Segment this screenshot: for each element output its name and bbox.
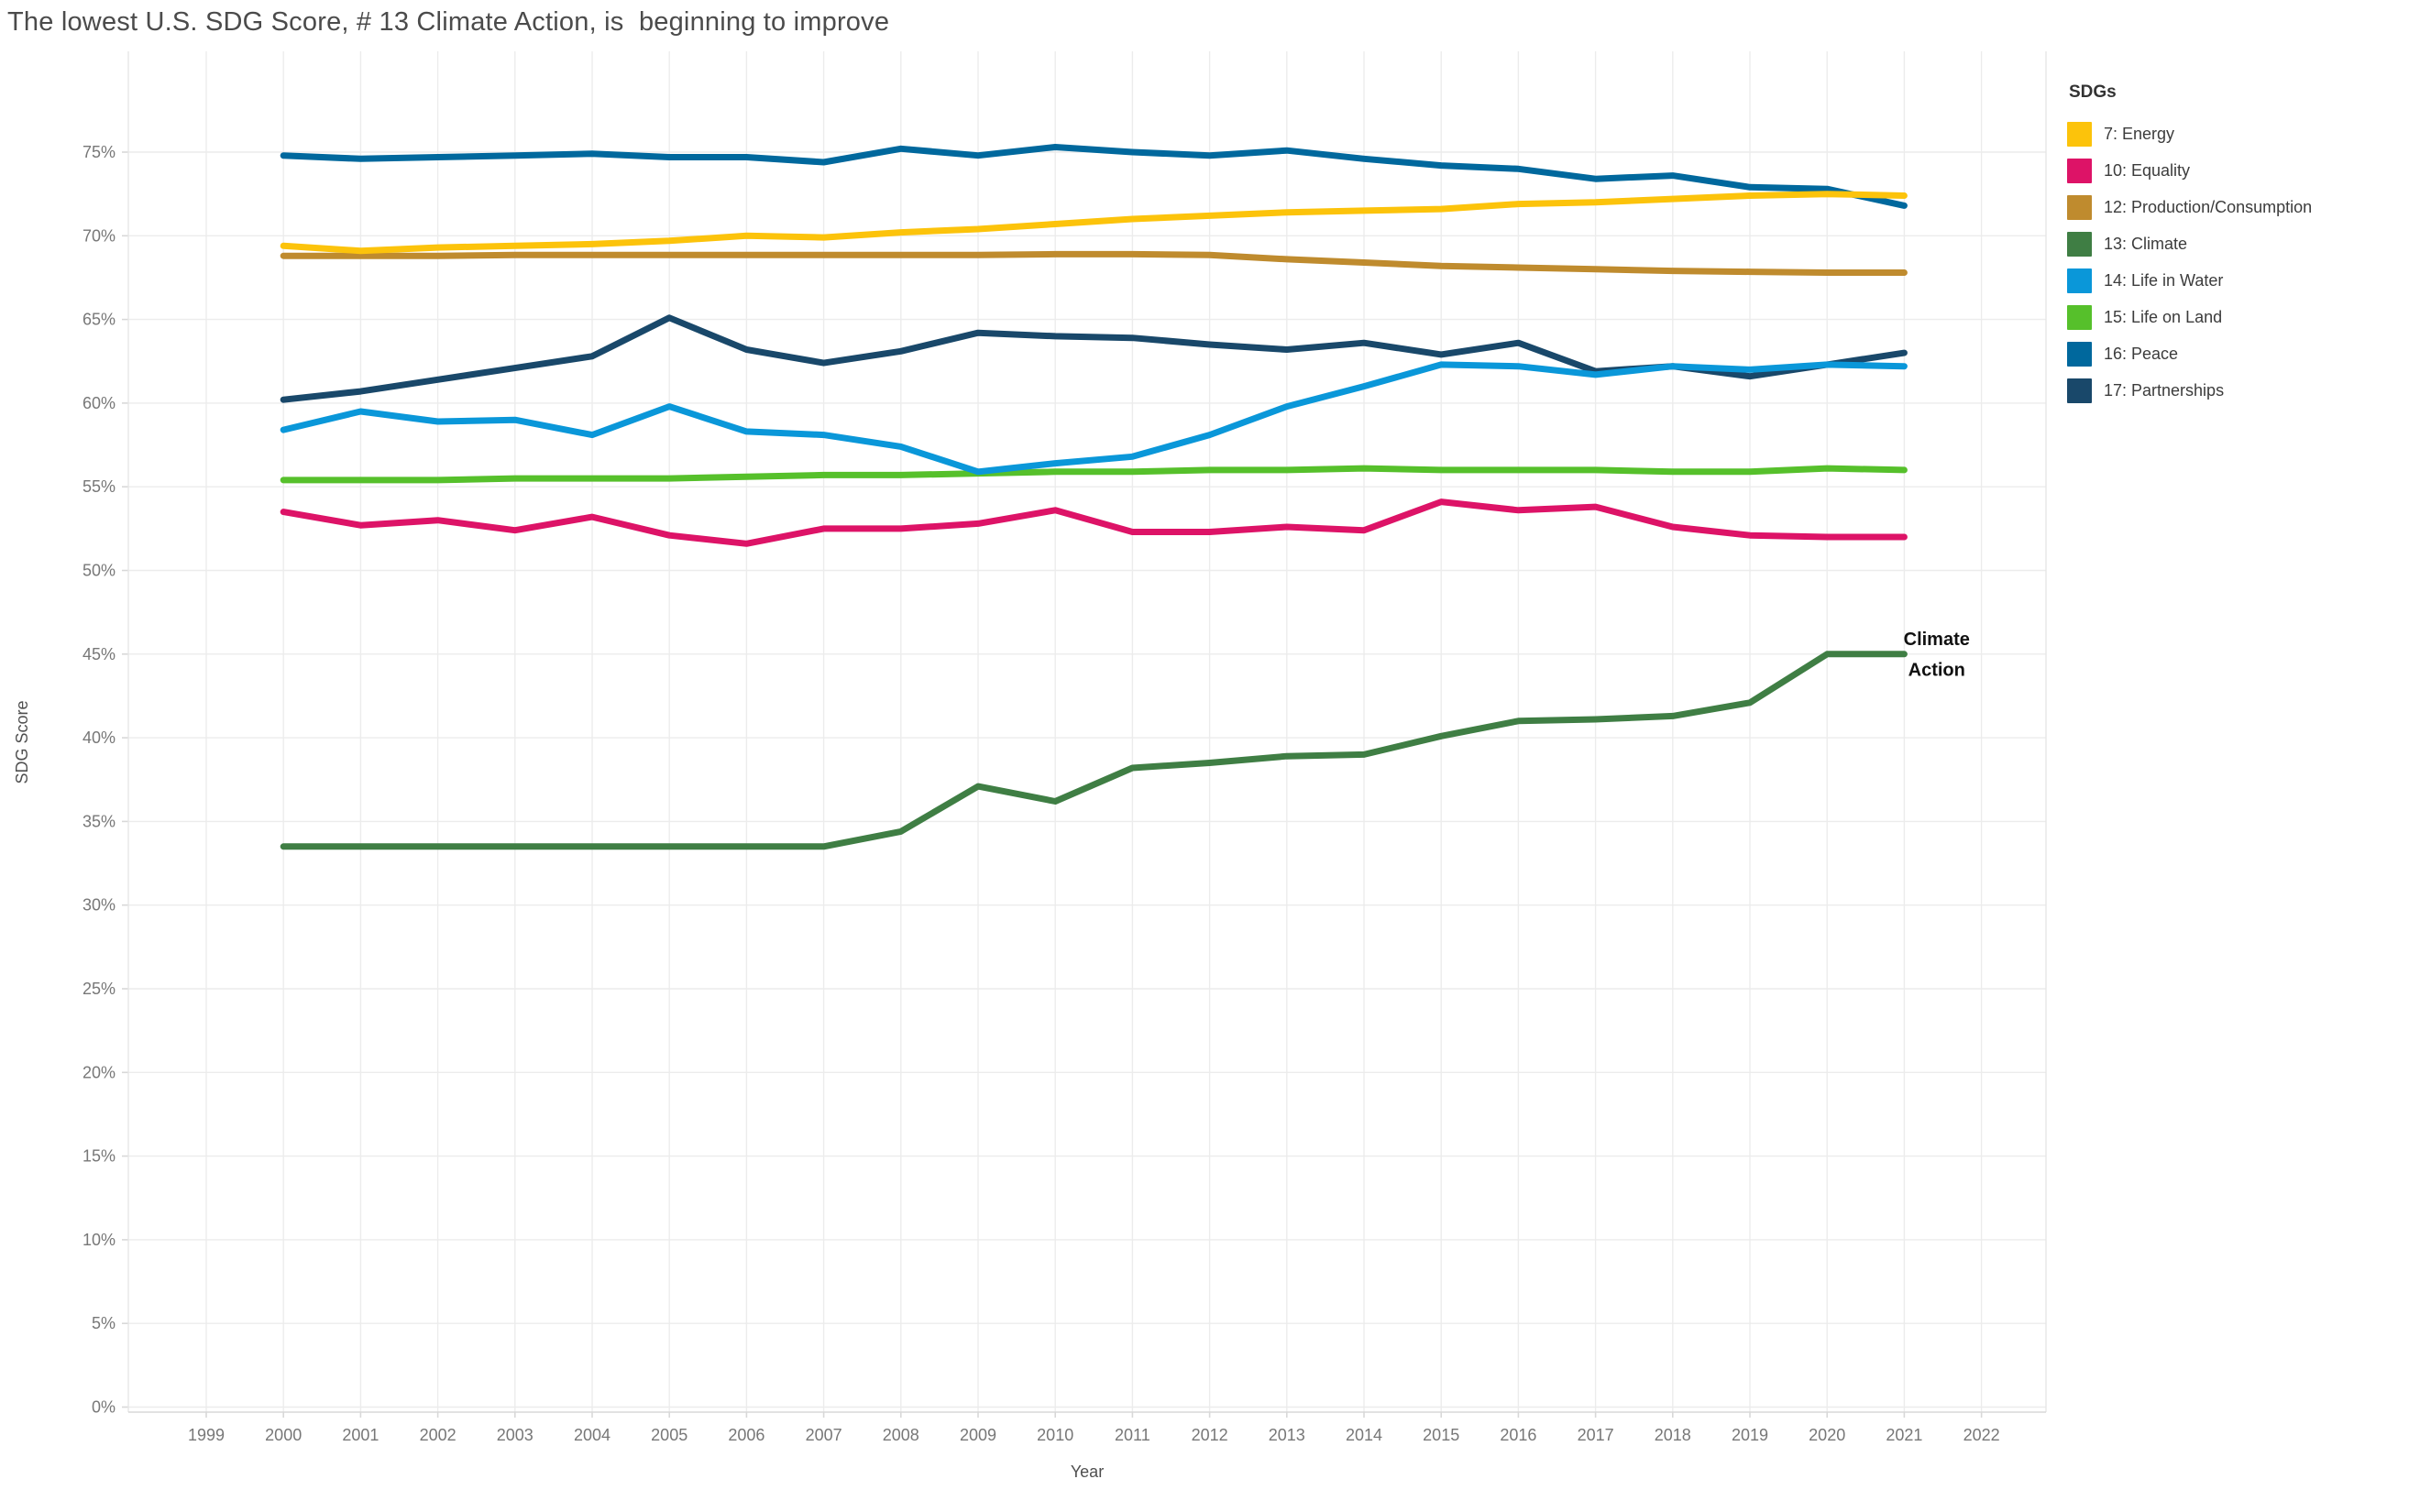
x-tick-label: 2019: [1732, 1426, 1768, 1444]
x-tick-label: 2001: [342, 1426, 379, 1444]
climate-action-annotation: Climate: [1904, 630, 1970, 650]
legend-items: 7: Energy 10: Equality 12: Production/Cons…: [2067, 115, 2406, 409]
y-tick-label: 15%: [82, 1147, 116, 1166]
x-tick-label: 2010: [1037, 1426, 1073, 1444]
legend-swatch-peace: [2067, 341, 2092, 367]
legend-swatch-equality: [2067, 158, 2092, 183]
series-line-life-on-land[interactable]: 15: Life on Land: [280, 465, 1908, 484]
legend-item-partnerships[interactable]: 17: Partnerships: [2067, 372, 2406, 409]
x-tick-label: 1999: [188, 1426, 225, 1444]
legend-label: 15: Life on Land: [2104, 307, 2223, 326]
legend-swatch-life-on-land: [2067, 304, 2092, 330]
x-tick-label: 2002: [420, 1426, 456, 1444]
x-tick-label: 2007: [806, 1426, 842, 1444]
legend-label: 17: Partnerships: [2104, 380, 2225, 400]
x-tick-label: 2004: [574, 1426, 610, 1444]
y-tick-label: 10%: [82, 1231, 116, 1249]
x-tick-label: 2022: [1964, 1426, 2000, 1444]
y-axis-title: SDG Score: [13, 700, 31, 783]
y-tick-label: 75%: [82, 143, 116, 161]
series-line-partnerships[interactable]: 17: Partnerships: [280, 314, 1908, 403]
legend-swatch-life-in-water: [2067, 268, 2092, 293]
legend-swatch-energy: [2067, 121, 2092, 147]
y-tick-label: 65%: [82, 311, 116, 329]
y-tick-label: 25%: [82, 980, 116, 998]
legend-label: 16: Peace: [2104, 344, 2179, 363]
legend-label: 10: Equality: [2104, 160, 2191, 180]
y-tick-label: 55%: [82, 477, 116, 496]
y-tick-label: 45%: [82, 645, 116, 663]
series-line-equality[interactable]: 10: Equality: [280, 499, 1908, 547]
y-tick-label: 0%: [92, 1398, 116, 1417]
legend-item-life-in-water[interactable]: 14: Life in Water: [2067, 262, 2406, 299]
x-tick-label: 2000: [265, 1426, 302, 1444]
x-tick-label: 2012: [1192, 1426, 1228, 1444]
legend-swatch-climate: [2067, 231, 2092, 257]
series-line-climate[interactable]: 13: Climate: [280, 651, 1908, 850]
x-tick-label: 2021: [1886, 1426, 1922, 1444]
y-tick-label: 5%: [92, 1314, 116, 1332]
legend-swatch-partnerships: [2067, 378, 2092, 403]
legend-title: SDGs: [2069, 82, 2117, 102]
climate-action-annotation: Action: [1908, 661, 1965, 681]
y-tick-label: 70%: [82, 226, 116, 245]
legend-label: 12: Production/Consumption: [2104, 197, 2313, 216]
series-line-production-consumption[interactable]: 12: Production/Consumption: [280, 250, 1908, 276]
x-tick-label: 2011: [1115, 1426, 1150, 1444]
x-tick-label: 2014: [1346, 1426, 1382, 1444]
series-line-energy[interactable]: 7: Energy: [280, 191, 1908, 255]
y-tick-label: 40%: [82, 729, 116, 747]
legend-item-climate[interactable]: 13: Climate: [2067, 225, 2406, 262]
x-tick-label: 2018: [1655, 1426, 1691, 1444]
y-tick-label: 20%: [82, 1063, 116, 1081]
x-tick-label: 2013: [1269, 1426, 1305, 1444]
y-tick-label: 60%: [82, 394, 116, 412]
x-tick-label: 2020: [1809, 1426, 1845, 1444]
x-tick-label: 2016: [1500, 1426, 1536, 1444]
x-tick-label: 2015: [1423, 1426, 1459, 1444]
y-tick-label: 35%: [82, 812, 116, 830]
legend-swatch-production-consumption: [2067, 194, 2092, 220]
series-line-life-in-water[interactable]: 14: Life in Water: [280, 361, 1908, 476]
x-tick-label: 2003: [497, 1426, 534, 1444]
legend-item-production-consumption[interactable]: 12: Production/Consumption: [2067, 189, 2406, 225]
legend: SDGs 7: Energy 10: Equality 12: Production…: [2067, 82, 2406, 409]
x-tick-label: 2017: [1578, 1426, 1614, 1444]
y-tick-label: 50%: [82, 562, 116, 580]
legend-label: 13: Climate: [2104, 234, 2188, 253]
y-tick-label: 30%: [82, 896, 116, 915]
legend-item-life-on-land[interactable]: 15: Life on Land: [2067, 299, 2406, 335]
legend-label: 14: Life in Water: [2104, 270, 2224, 290]
x-axis-title: Year: [1071, 1463, 1104, 1481]
legend-item-peace[interactable]: 16: Peace: [2067, 335, 2406, 372]
legend-item-equality[interactable]: 10: Equality: [2067, 152, 2406, 189]
legend-label: 7: Energy: [2104, 124, 2175, 143]
x-tick-label: 2009: [960, 1426, 996, 1444]
legend-item-energy[interactable]: 7: Energy: [2067, 115, 2406, 152]
page-title: The lowest U.S. SDG Score, # 13 Climate …: [7, 7, 890, 37]
x-tick-label: 2006: [728, 1426, 764, 1444]
x-tick-label: 2005: [651, 1426, 688, 1444]
series-line-peace[interactable]: 16: Peace: [280, 144, 1908, 209]
x-tick-label: 2008: [883, 1426, 919, 1444]
